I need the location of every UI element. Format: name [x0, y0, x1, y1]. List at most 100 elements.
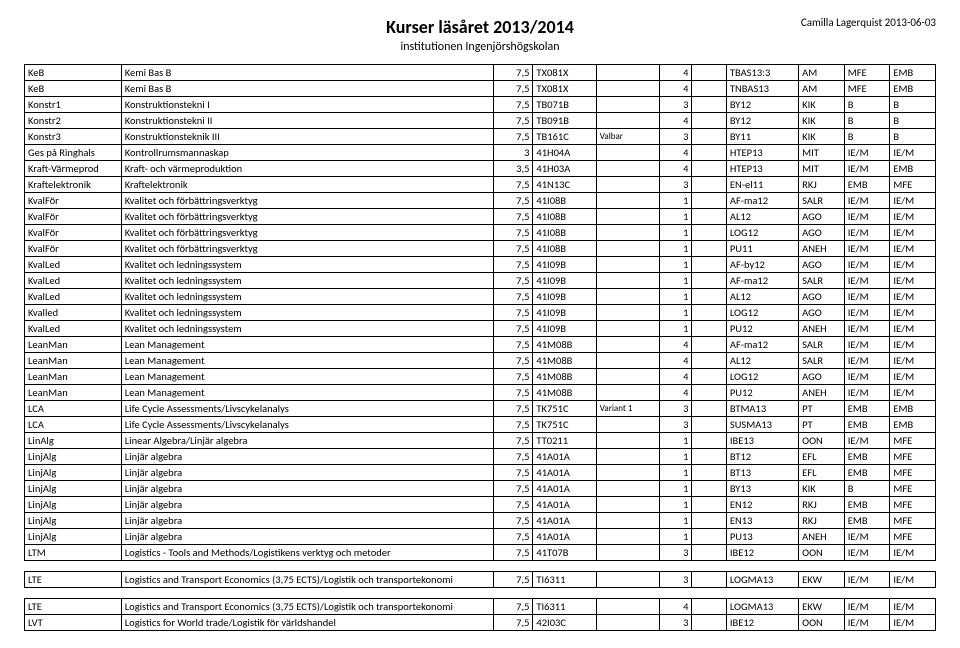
- table-cell: MFE: [890, 513, 936, 529]
- table-cell: HTEP13: [726, 161, 798, 177]
- table-row: LinjAlgLinjär algebra7,541A01A1BY13KIKBM…: [25, 481, 936, 497]
- table-cell: B: [890, 97, 936, 113]
- table-cell: [692, 305, 726, 321]
- table-cell: 4: [660, 353, 692, 369]
- table-cell: Kvalitet och ledningssystem: [121, 305, 494, 321]
- table-cell: KIK: [799, 97, 845, 113]
- table-cell: EKW: [799, 572, 845, 588]
- table-cell: TNBAS13: [726, 81, 798, 97]
- table-cell: 1: [660, 273, 692, 289]
- table-cell: Konstr3: [25, 129, 122, 145]
- table-cell: [596, 449, 659, 465]
- table-cell: LeanMan: [25, 337, 122, 353]
- table-cell: [692, 129, 726, 145]
- table-cell: [692, 401, 726, 417]
- table-cell: PT: [799, 417, 845, 433]
- table-cell: LTM: [25, 545, 122, 561]
- table-cell: [692, 209, 726, 225]
- table-cell: [692, 572, 726, 588]
- table-cell: MFE: [890, 177, 936, 193]
- table-cell: AGO: [799, 305, 845, 321]
- table-cell: Kraftelektronik: [121, 177, 494, 193]
- table-cell: EN13: [726, 513, 798, 529]
- table-cell: PT: [799, 401, 845, 417]
- table-cell: Life Cycle Assessments/Livscykelanalys: [121, 417, 494, 433]
- table-cell: AM: [799, 81, 845, 97]
- table-cell: [692, 385, 726, 401]
- table-cell: 41I09B: [533, 321, 596, 337]
- table-row: LCALife Cycle Assessments/Livscykelanaly…: [25, 401, 936, 417]
- table-cell: MIT: [799, 145, 845, 161]
- table-cell: 3: [660, 545, 692, 561]
- table-cell: 41A01A: [533, 449, 596, 465]
- table-cell: EMB: [844, 401, 890, 417]
- table-cell: 41A01A: [533, 529, 596, 545]
- table-cell: 1: [660, 289, 692, 305]
- table-cell: AF-ma12: [726, 337, 798, 353]
- table-cell: 41M08B: [533, 353, 596, 369]
- table-cell: TI6311: [533, 599, 596, 615]
- table-cell: 1: [660, 497, 692, 513]
- table-cell: AGO: [799, 257, 845, 273]
- table-cell: EFL: [799, 449, 845, 465]
- table-cell: 4: [660, 145, 692, 161]
- table-row: KvalFörKvalitet och förbättringsverktyg7…: [25, 193, 936, 209]
- table-cell: [596, 545, 659, 561]
- table-cell: BT13: [726, 465, 798, 481]
- table-cell: ANEH: [799, 241, 845, 257]
- table-row: LCALife Cycle Assessments/Livscykelanaly…: [25, 417, 936, 433]
- table-cell: LVT: [25, 615, 122, 631]
- table-cell: [692, 417, 726, 433]
- table-cell: IE/M: [844, 353, 890, 369]
- table-cell: 3: [660, 417, 692, 433]
- table-cell: 7,5: [494, 289, 533, 305]
- table-cell: IE/M: [844, 599, 890, 615]
- table-cell: AL12: [726, 353, 798, 369]
- table-cell: TB091B: [533, 113, 596, 129]
- table-cell: SUSMA13: [726, 417, 798, 433]
- table-cell: EMB: [844, 177, 890, 193]
- table-cell: [596, 385, 659, 401]
- table-cell: [596, 481, 659, 497]
- table-cell: [692, 433, 726, 449]
- table-cell: Kemi Bas B: [121, 81, 494, 97]
- table-cell: 7,5: [494, 369, 533, 385]
- table-cell: EMB: [844, 465, 890, 481]
- table-cell: [692, 97, 726, 113]
- table-cell: LeanMan: [25, 353, 122, 369]
- table-cell: 41A01A: [533, 497, 596, 513]
- table-cell: 1: [660, 193, 692, 209]
- table-cell: 7,5: [494, 385, 533, 401]
- table-row: Ges på RinghalsKontrollrumsmannaskap341H…: [25, 145, 936, 161]
- table-cell: IE/M: [890, 321, 936, 337]
- table-cell: 41I09B: [533, 257, 596, 273]
- table-cell: 1: [660, 481, 692, 497]
- table-cell: LOG12: [726, 369, 798, 385]
- table-cell: [692, 599, 726, 615]
- table-cell: EMB: [844, 449, 890, 465]
- table-cell: 1: [660, 209, 692, 225]
- table-row: [25, 588, 936, 599]
- table-cell: [596, 417, 659, 433]
- table-cell: 7,5: [494, 401, 533, 417]
- table-cell: RKJ: [799, 513, 845, 529]
- table-cell: BY12: [726, 113, 798, 129]
- table-cell: Ges på Ringhals: [25, 145, 122, 161]
- table-cell: 41A01A: [533, 465, 596, 481]
- table-cell: IE/M: [890, 209, 936, 225]
- table-cell: KvalLed: [25, 273, 122, 289]
- table-cell: KvalLed: [25, 289, 122, 305]
- table-cell: 7,5: [494, 305, 533, 321]
- table-cell: 41I09B: [533, 289, 596, 305]
- table-cell: 1: [660, 449, 692, 465]
- table-cell: RKJ: [799, 497, 845, 513]
- table-row: KvalFörKvalitet och förbättringsverktyg7…: [25, 225, 936, 241]
- table-cell: Linear Algebra/Linjär algebra: [121, 433, 494, 449]
- table-cell: LOGMA13: [726, 572, 798, 588]
- table-row: LinjAlgLinjär algebra7,541A01A1BT12EFLEM…: [25, 449, 936, 465]
- table-cell: 41N13C: [533, 177, 596, 193]
- table-cell: 7,5: [494, 449, 533, 465]
- table-cell: Variant 1: [596, 401, 659, 417]
- table-cell: IE/M: [844, 161, 890, 177]
- table-cell: EMB: [890, 417, 936, 433]
